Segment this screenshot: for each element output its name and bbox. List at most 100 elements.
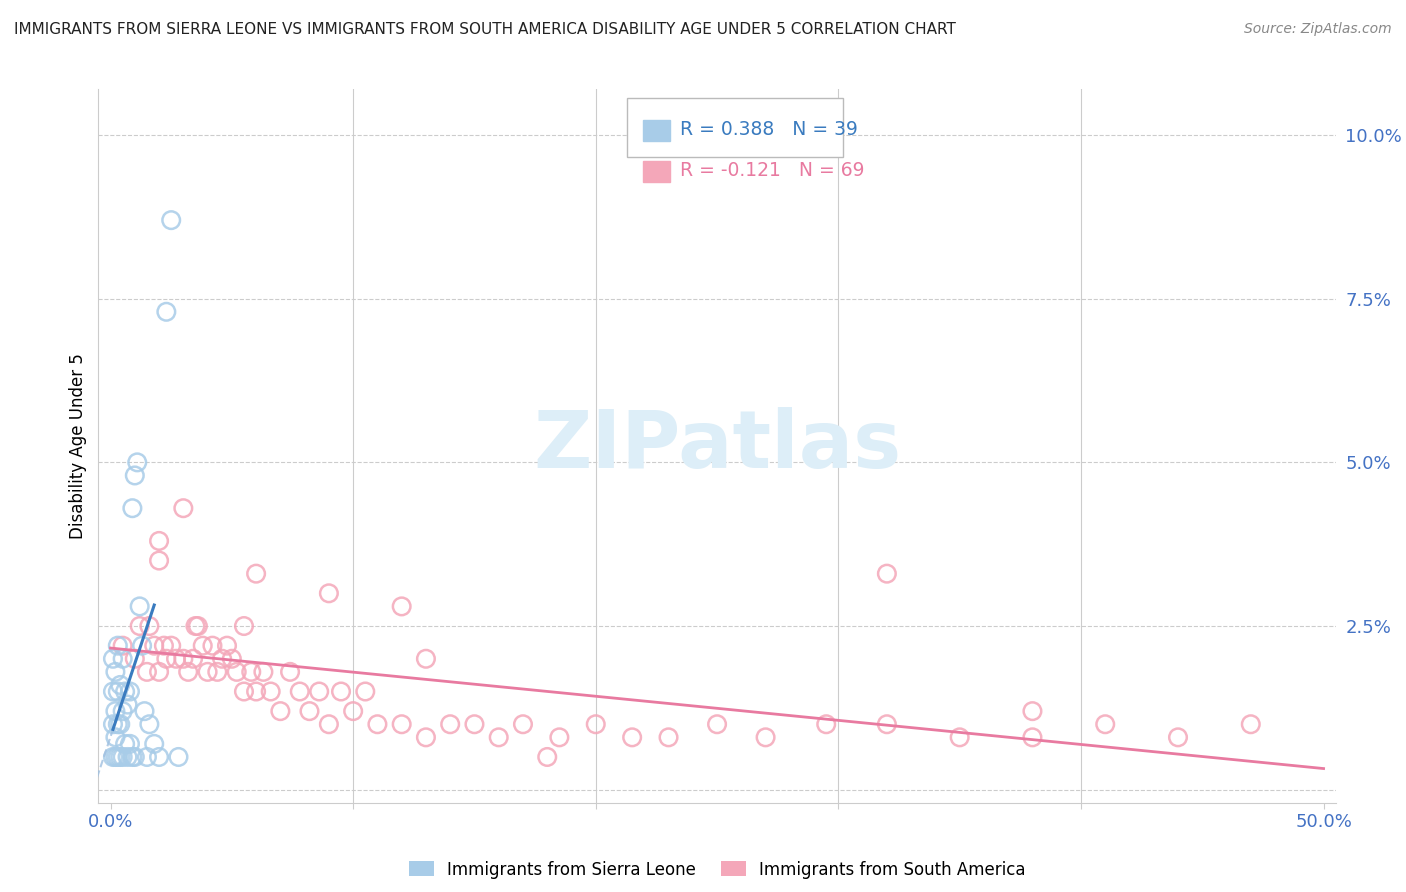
Point: [160, 639, 183, 653]
Point: [240, 665, 263, 679]
Legend: Immigrants from Sierra Leone, Immigrants from South America: Immigrants from Sierra Leone, Immigrants…: [402, 854, 1032, 885]
Point: [260, 684, 283, 698]
Point: [104, 665, 127, 679]
Point: [121, 501, 143, 516]
Point: [949, 731, 972, 745]
Point: [1021, 731, 1043, 745]
Point: [1021, 704, 1043, 718]
Point: [354, 684, 377, 698]
Point: [117, 750, 139, 764]
Point: [308, 684, 330, 698]
Point: [165, 652, 187, 666]
Point: [1240, 717, 1263, 731]
Point: [148, 665, 170, 679]
Point: [138, 619, 160, 633]
Point: [143, 737, 166, 751]
Point: [110, 750, 132, 764]
Point: [225, 665, 247, 679]
Point: [463, 717, 485, 731]
Point: [391, 717, 413, 731]
Point: [107, 684, 129, 698]
Point: [548, 731, 571, 745]
Point: [127, 455, 149, 469]
Point: [111, 750, 134, 764]
Point: [245, 684, 267, 698]
Point: [148, 533, 170, 548]
Point: [128, 599, 150, 614]
Point: [536, 750, 558, 764]
Point: [318, 586, 340, 600]
Point: [134, 704, 156, 718]
Point: [110, 717, 132, 731]
Point: [876, 717, 898, 731]
Point: [512, 717, 534, 731]
Point: [318, 717, 340, 731]
Point: [104, 731, 127, 745]
Point: [121, 750, 143, 764]
Point: [233, 684, 256, 698]
Point: [207, 665, 229, 679]
Point: [148, 553, 170, 567]
Point: [755, 731, 778, 745]
Point: [101, 652, 124, 666]
Point: [439, 717, 461, 731]
Point: [111, 652, 134, 666]
Point: [288, 684, 311, 698]
Point: [107, 717, 129, 731]
Point: [107, 750, 129, 764]
Point: [124, 652, 146, 666]
Point: [136, 665, 159, 679]
Point: [114, 737, 136, 751]
Point: [101, 717, 124, 731]
Point: [128, 619, 150, 633]
Point: [155, 652, 177, 666]
Point: [101, 750, 124, 764]
Text: R = -0.121   N = 69: R = -0.121 N = 69: [681, 161, 865, 179]
Point: [298, 704, 321, 718]
Point: [184, 619, 207, 633]
Point: [245, 566, 267, 581]
Point: [197, 665, 219, 679]
Point: [136, 750, 159, 764]
Point: [233, 619, 256, 633]
Point: [104, 704, 127, 718]
Point: [117, 698, 139, 712]
Point: [143, 639, 166, 653]
Point: [107, 639, 129, 653]
Point: [118, 737, 141, 751]
Point: [215, 639, 238, 653]
Point: [172, 501, 194, 516]
Point: [201, 639, 224, 653]
Point: [167, 750, 190, 764]
Point: [172, 652, 194, 666]
FancyBboxPatch shape: [643, 161, 671, 182]
Point: [191, 639, 214, 653]
Point: [876, 566, 898, 581]
Point: [111, 639, 134, 653]
Point: [1167, 731, 1189, 745]
Point: [1094, 717, 1116, 731]
Point: [148, 750, 170, 764]
Point: [621, 731, 644, 745]
Point: [415, 652, 437, 666]
Point: [104, 750, 127, 764]
Text: Source: ZipAtlas.com: Source: ZipAtlas.com: [1244, 22, 1392, 37]
Point: [706, 717, 728, 731]
Point: [211, 652, 233, 666]
Point: [815, 717, 838, 731]
Point: [366, 717, 388, 731]
Point: [124, 468, 146, 483]
Point: [252, 665, 274, 679]
Point: [114, 684, 136, 698]
Point: [221, 652, 243, 666]
Point: [124, 750, 146, 764]
Point: [488, 731, 510, 745]
Point: [187, 619, 209, 633]
Point: [391, 599, 413, 614]
Point: [131, 639, 153, 653]
Text: R = 0.388   N = 39
  R = -0.121   N = 69: R = 0.388 N = 39 R = -0.121 N = 69: [637, 107, 834, 148]
Point: [155, 305, 177, 319]
Point: [415, 731, 437, 745]
Text: ZIPatlas: ZIPatlas: [533, 407, 901, 485]
Point: [585, 717, 607, 731]
